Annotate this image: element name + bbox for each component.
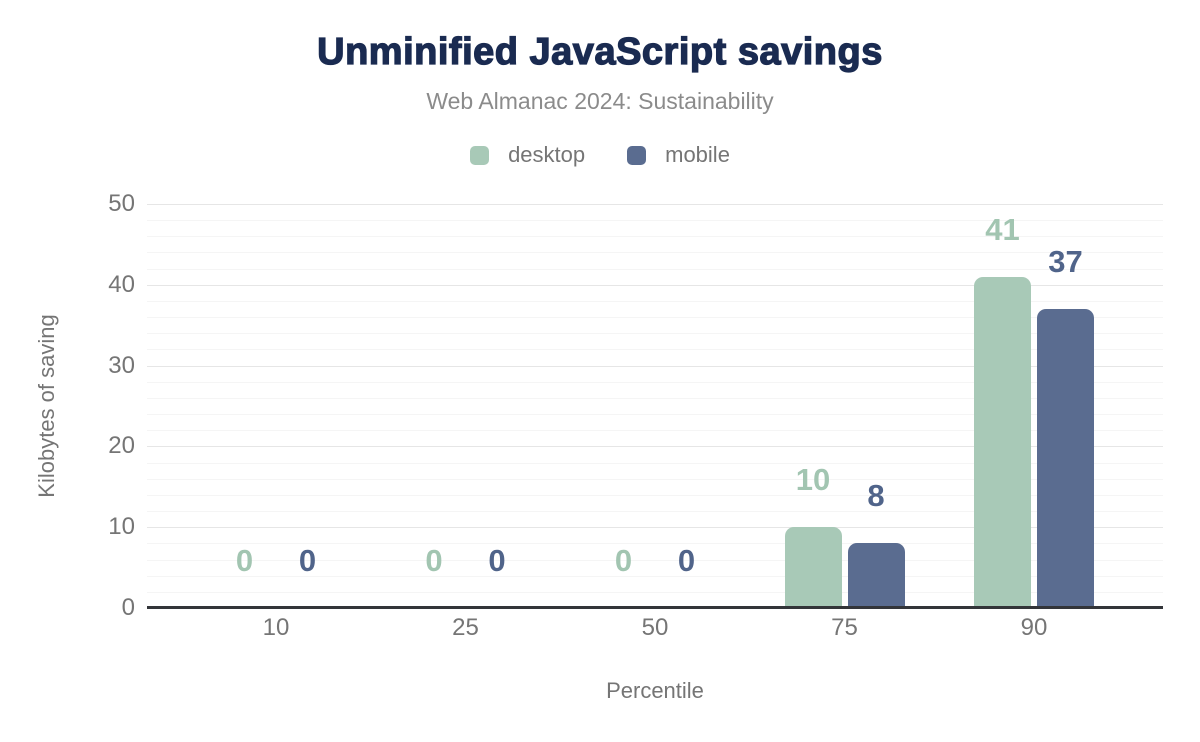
gridline-major <box>147 446 1163 448</box>
x-tick-label: 50 <box>641 614 669 641</box>
desktop-legend-swatch-icon <box>470 145 490 165</box>
data-label-mobile-p25: 0 <box>488 543 506 578</box>
gridline-minor <box>147 317 1163 319</box>
y-tick-label: 50 <box>108 190 135 217</box>
gridline-minor <box>147 397 1163 399</box>
mobile-legend-swatch-icon <box>627 145 647 165</box>
bar-mobile-p75[interactable] <box>847 543 905 607</box>
x-axis-title: Percentile <box>606 678 704 703</box>
y-tick-label: 30 <box>108 351 135 379</box>
gridline-minor <box>147 300 1163 302</box>
y-axis-title: Kilobytes of saving <box>34 314 59 498</box>
gridline-minor <box>147 478 1163 480</box>
gridline-minor <box>147 559 1163 561</box>
data-label-desktop-p75: 10 <box>795 462 831 498</box>
gridline-minor <box>147 252 1163 254</box>
legend-label-mobile: mobile <box>665 142 730 167</box>
gridline-minor <box>147 430 1163 432</box>
chart-title: Unminified JavaScript savings <box>317 30 883 73</box>
gridline-minor <box>147 591 1163 593</box>
gridline-minor <box>147 268 1163 270</box>
y-tick-label: 20 <box>108 432 135 460</box>
bar-desktop-p90[interactable] <box>974 276 1031 607</box>
data-label-desktop-p10: 0 <box>235 543 254 578</box>
gridline-minor <box>147 333 1163 335</box>
y-tick-label: 10 <box>108 513 135 541</box>
data-label-mobile-p10: 0 <box>298 543 317 578</box>
data-label-desktop-p90: 41 <box>985 211 1020 247</box>
x-tick-label: 10 <box>262 614 290 641</box>
data-label-desktop-p25: 0 <box>425 543 443 578</box>
x-tick-label: 75 <box>831 614 858 641</box>
gridline-minor <box>147 575 1163 577</box>
gridline-major <box>147 527 1163 529</box>
data-label-mobile-p50: 0 <box>677 543 696 578</box>
data-label-desktop-p50: 0 <box>614 543 633 578</box>
gridline-minor <box>147 511 1163 513</box>
gridline-minor <box>147 414 1163 416</box>
gridline-minor <box>147 349 1163 351</box>
legend-item-desktop[interactable]: desktop <box>470 142 585 168</box>
legend-item-mobile[interactable]: mobile <box>627 142 730 168</box>
legend-label-desktop: desktop <box>508 142 586 167</box>
gridline-major <box>147 365 1163 367</box>
bar-desktop-p75[interactable] <box>784 527 842 607</box>
gridline-major <box>147 204 1163 205</box>
chart-subtitle: Web Almanac 2024: Sustainability <box>426 88 774 114</box>
gridline-minor <box>147 381 1163 383</box>
x-tick-label: 25 <box>452 614 479 641</box>
x-axis-line <box>147 606 1163 609</box>
gridline-minor <box>147 236 1163 238</box>
y-tick-label: 40 <box>108 270 135 298</box>
gridline-minor <box>147 494 1163 496</box>
y-tick-label: 0 <box>121 594 135 621</box>
legend: desktop mobile <box>0 142 1200 168</box>
gridline-minor <box>147 220 1163 222</box>
bar-mobile-p90[interactable] <box>1037 309 1094 607</box>
gridline-minor <box>147 543 1163 545</box>
x-tick-label: 90 <box>1020 614 1048 641</box>
data-label-mobile-p90: 37 <box>1048 244 1083 280</box>
gridline-major <box>147 284 1163 286</box>
data-label-mobile-p75: 8 <box>867 478 885 514</box>
gridline-minor <box>147 462 1163 464</box>
